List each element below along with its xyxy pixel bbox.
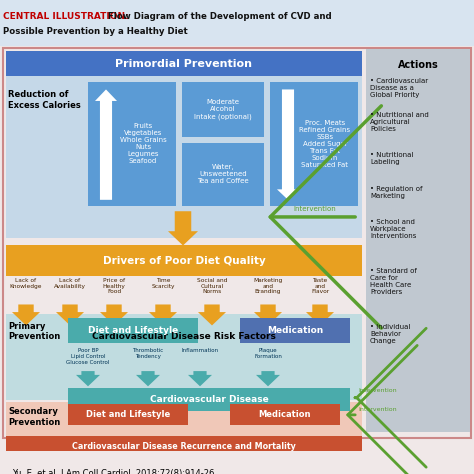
Bar bbox=[240, 318, 350, 343]
Bar bbox=[6, 314, 362, 400]
Text: Thrombotic
Tendency: Thrombotic Tendency bbox=[132, 348, 164, 359]
Text: Reduction of
Excess Calories: Reduction of Excess Calories bbox=[8, 90, 81, 109]
Polygon shape bbox=[100, 304, 128, 326]
Bar bbox=[270, 82, 358, 206]
Polygon shape bbox=[136, 371, 160, 386]
Text: Plaque
Formation: Plaque Formation bbox=[254, 348, 282, 359]
Bar bbox=[3, 463, 471, 474]
Text: Taste
and
Flavor: Taste and Flavor bbox=[311, 278, 329, 294]
Text: Medication: Medication bbox=[259, 410, 311, 419]
Text: • School and
Workplace
Interventions: • School and Workplace Interventions bbox=[370, 219, 416, 239]
Bar bbox=[182, 143, 264, 206]
Bar bbox=[6, 246, 362, 276]
Polygon shape bbox=[95, 90, 117, 200]
Polygon shape bbox=[188, 371, 212, 386]
Text: Proc. Meats
Refined Grains
SSBs
Added Sugar
Trans Fat
Sodium
Saturated Fat: Proc. Meats Refined Grains SSBs Added Su… bbox=[300, 119, 351, 168]
Polygon shape bbox=[168, 211, 198, 246]
Text: CENTRAL ILLUSTRATION:: CENTRAL ILLUSTRATION: bbox=[3, 12, 129, 21]
Text: Lack of
Knowledge: Lack of Knowledge bbox=[10, 278, 42, 289]
Text: Primary
Prevention: Primary Prevention bbox=[8, 322, 60, 341]
Text: Water,
Unsweetened
Tea and Coffee: Water, Unsweetened Tea and Coffee bbox=[197, 164, 249, 184]
Text: • Individual
Behavior
Change: • Individual Behavior Change bbox=[370, 324, 410, 344]
Text: Diet and Lifestyle: Diet and Lifestyle bbox=[88, 326, 178, 335]
Polygon shape bbox=[149, 304, 177, 326]
Polygon shape bbox=[12, 304, 40, 326]
Text: Secondary
Prevention: Secondary Prevention bbox=[8, 407, 60, 427]
Text: Intervention: Intervention bbox=[293, 206, 337, 212]
Text: Cardiovascular Disease: Cardiovascular Disease bbox=[150, 395, 268, 404]
Text: Time
Scarcity: Time Scarcity bbox=[151, 278, 175, 289]
Bar bbox=[6, 51, 362, 238]
Text: Inflammation: Inflammation bbox=[182, 348, 219, 353]
Bar bbox=[68, 318, 198, 343]
Text: Social and
Cultural
Norms: Social and Cultural Norms bbox=[197, 278, 227, 294]
Bar bbox=[230, 404, 340, 425]
Bar bbox=[182, 82, 264, 137]
Polygon shape bbox=[256, 371, 280, 386]
Text: Yu, E. et al. J Am Coll Cardiol. 2018;72(8):914-26.: Yu, E. et al. J Am Coll Cardiol. 2018;72… bbox=[12, 469, 217, 474]
Bar bbox=[6, 436, 362, 457]
Text: Drivers of Poor Diet Quality: Drivers of Poor Diet Quality bbox=[103, 255, 265, 266]
Bar bbox=[6, 401, 362, 436]
Text: Marketing
and
Branding: Marketing and Branding bbox=[254, 278, 283, 294]
Polygon shape bbox=[254, 304, 282, 326]
Text: Medication: Medication bbox=[267, 326, 323, 335]
Polygon shape bbox=[56, 304, 84, 326]
Text: • Nutritional and
Agricultural
Policies: • Nutritional and Agricultural Policies bbox=[370, 112, 429, 132]
Polygon shape bbox=[277, 90, 299, 200]
Text: Poor BP
Lipid Control
Glucose Control: Poor BP Lipid Control Glucose Control bbox=[66, 348, 109, 365]
Text: Possible Prevention by a Healthy Diet: Possible Prevention by a Healthy Diet bbox=[3, 27, 188, 36]
Bar bbox=[6, 51, 362, 76]
Text: Moderate
Alcohol
Intake (optional): Moderate Alcohol Intake (optional) bbox=[194, 99, 252, 119]
Polygon shape bbox=[198, 304, 226, 326]
Text: Fruits
Vegetables
Whole Grains
Nuts
Legumes
Seafood: Fruits Vegetables Whole Grains Nuts Legu… bbox=[119, 123, 166, 164]
Bar bbox=[0, 0, 474, 46]
Text: • Cardiovascular
Disease as a
Global Priority: • Cardiovascular Disease as a Global Pri… bbox=[370, 78, 428, 98]
Text: Intervention: Intervention bbox=[358, 388, 397, 392]
Text: • Nutritional
Labeling: • Nutritional Labeling bbox=[370, 152, 413, 165]
Text: Actions: Actions bbox=[398, 60, 438, 70]
Text: Price of
Healthy
Food: Price of Healthy Food bbox=[102, 278, 126, 294]
Text: Cardiovascular Disease Recurrence and Mortality: Cardiovascular Disease Recurrence and Mo… bbox=[72, 442, 296, 451]
Text: Primordial Prevention: Primordial Prevention bbox=[116, 59, 253, 69]
Text: Cardiovascular Disease Risk Factors: Cardiovascular Disease Risk Factors bbox=[92, 332, 276, 341]
Text: Diet and Lifestyle: Diet and Lifestyle bbox=[86, 410, 170, 419]
Text: • Standard of
Care for
Health Care
Providers: • Standard of Care for Health Care Provi… bbox=[370, 268, 417, 295]
Bar bbox=[68, 388, 350, 411]
Polygon shape bbox=[76, 371, 100, 386]
Bar bbox=[3, 47, 471, 438]
Text: Flow Diagram of the Development of CVD and: Flow Diagram of the Development of CVD a… bbox=[108, 12, 332, 21]
Text: Lack of
Availability: Lack of Availability bbox=[54, 278, 86, 289]
Text: Intervention: Intervention bbox=[358, 407, 397, 411]
Bar bbox=[88, 82, 176, 206]
Polygon shape bbox=[306, 304, 334, 326]
Bar bbox=[366, 49, 470, 432]
Bar bbox=[68, 404, 188, 425]
Text: • Regulation of
Marketing: • Regulation of Marketing bbox=[370, 186, 422, 200]
